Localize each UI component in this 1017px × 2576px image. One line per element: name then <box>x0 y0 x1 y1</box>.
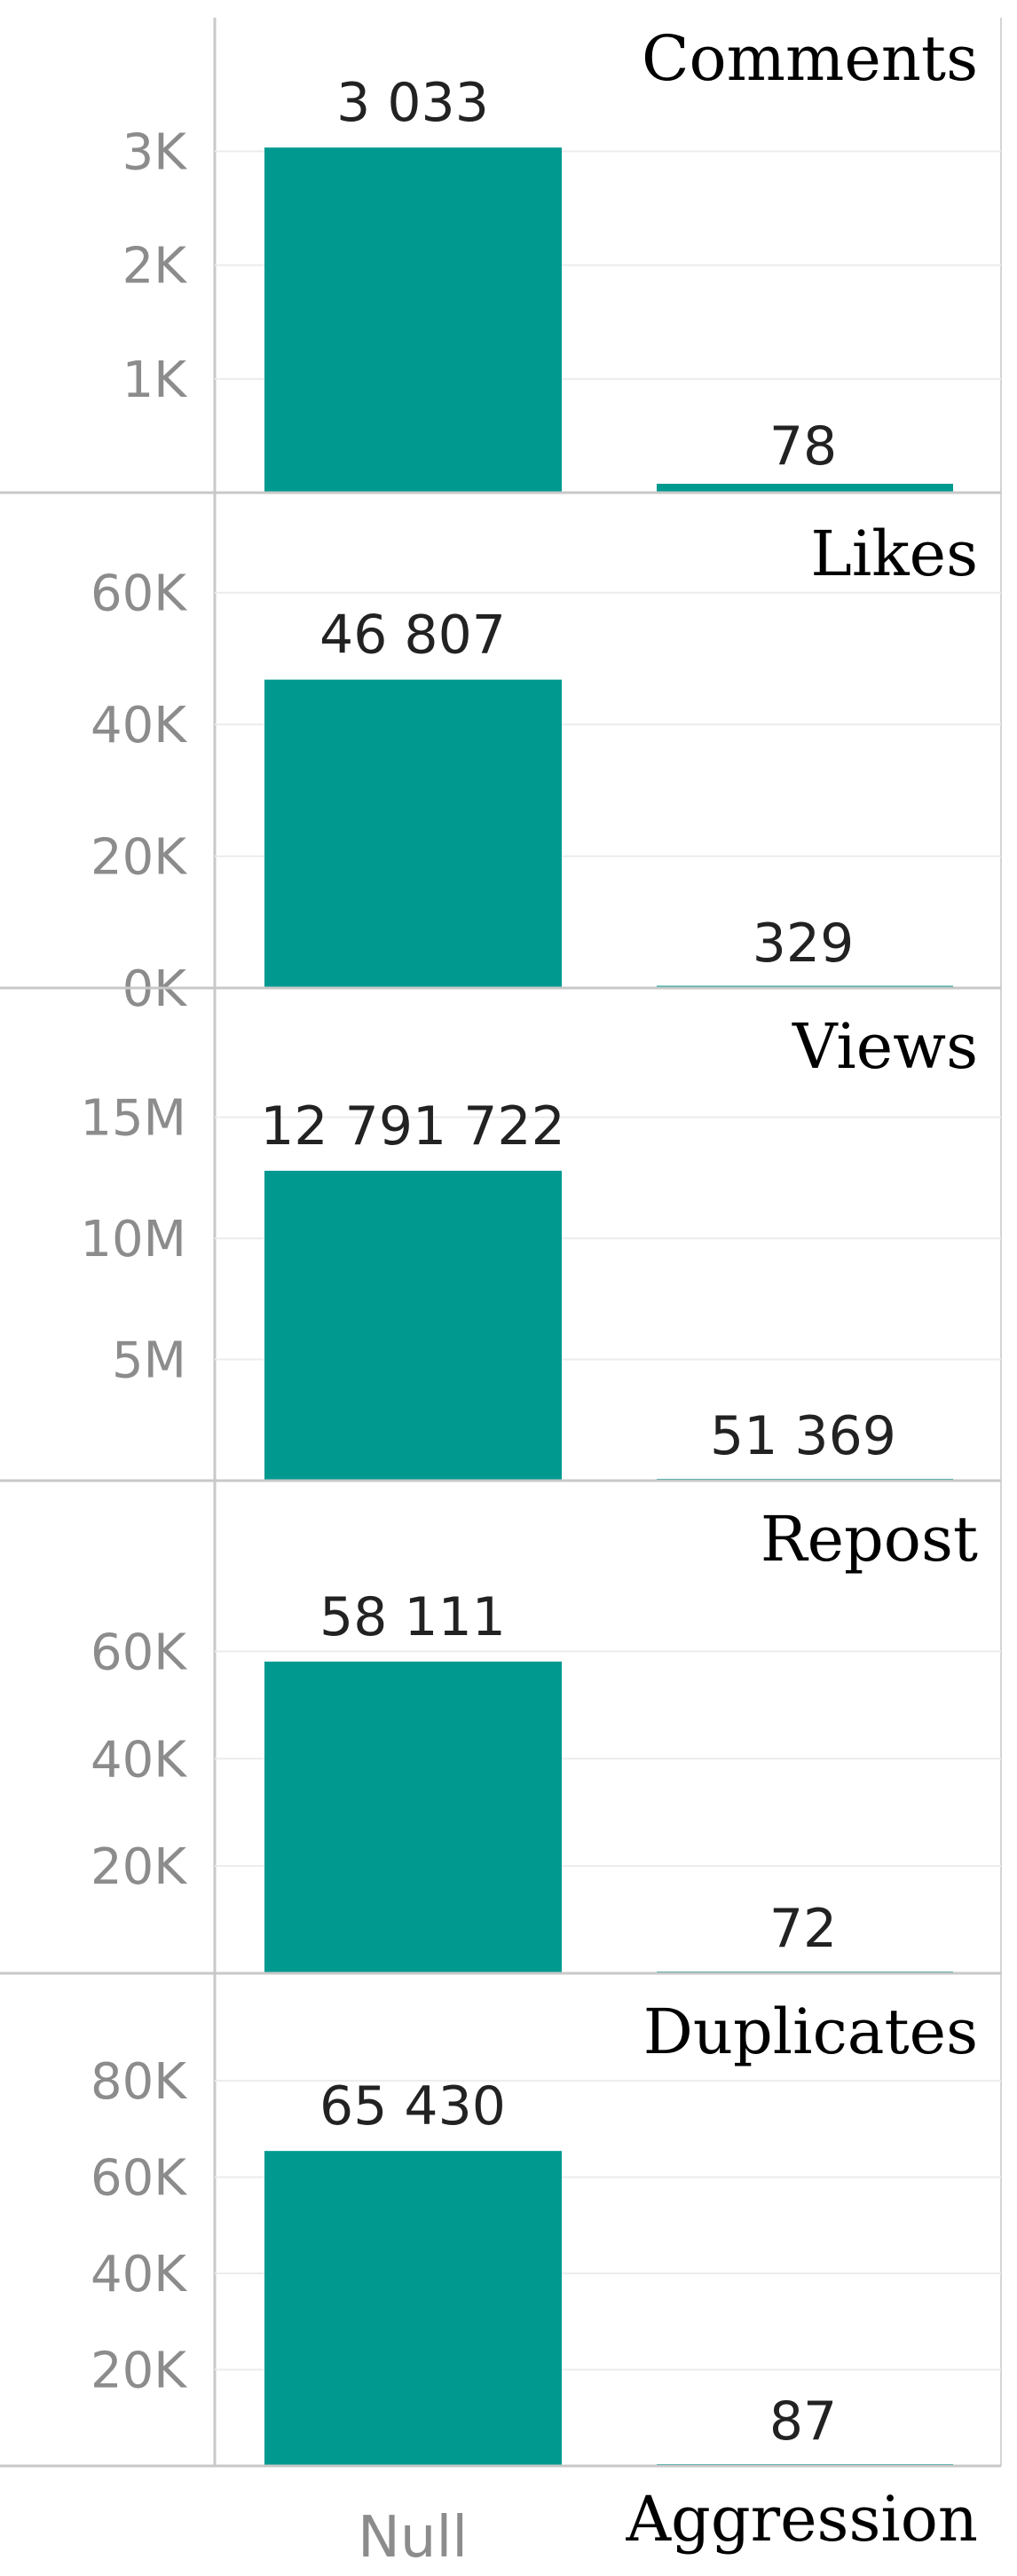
y-tick-label: 3K <box>122 123 188 181</box>
y-tick-label: 20K <box>91 2343 187 2400</box>
panel-title: Views <box>792 1010 978 1083</box>
y-tick-label: 40K <box>91 2246 187 2303</box>
y-tick-label: 20K <box>91 1838 187 1896</box>
panel-title: Duplicates <box>643 1995 978 2068</box>
bar-likes-0 <box>264 679 562 988</box>
bar-comments-1 <box>657 484 953 493</box>
data-label: 58 111 <box>319 1586 506 1648</box>
data-label: 329 <box>753 913 855 975</box>
y-tick-label: 15M <box>80 1090 186 1148</box>
y-tick-label: 5M <box>112 1332 186 1390</box>
bar-comments-0 <box>264 147 562 493</box>
bar-views-0 <box>264 1170 562 1481</box>
y-tick-label: 20K <box>91 829 187 887</box>
panel-title: Repost <box>761 1503 978 1576</box>
y-tick-label: 1K <box>122 352 188 409</box>
x-axis-title: Aggression <box>625 2483 978 2556</box>
y-tick-label: 60K <box>91 2150 187 2208</box>
data-label: 87 <box>769 2390 837 2453</box>
y-tick-label: 40K <box>91 1731 187 1789</box>
panel-title: Comments <box>642 22 978 95</box>
y-tick-label: 2K <box>122 238 188 296</box>
y-tick-label: 40K <box>91 697 187 755</box>
panel-repost: 20K 40K 60K 58 111 72 Repost <box>0 1503 1001 1975</box>
y-tick-label: 60K <box>91 1624 187 1681</box>
data-label: 51 369 <box>710 1405 896 1467</box>
panel-title: Likes <box>810 518 978 590</box>
panel-comments: 1K 2K 3K 3 033 78 Comments <box>0 22 1001 494</box>
bar-duplicates-0 <box>264 2151 562 2466</box>
panel-duplicates: 20K 40K 60K 80K 65 430 87 Duplicates <box>0 1995 1001 2468</box>
data-label: 12 791 722 <box>260 1095 565 1158</box>
y-tick-label: 60K <box>91 565 187 623</box>
x-category-label: Null <box>358 2505 468 2571</box>
y-tick-label: 10M <box>80 1211 186 1268</box>
bar-repost-0 <box>264 1661 562 1973</box>
data-label: 78 <box>769 415 837 478</box>
data-label: 72 <box>769 1898 837 1960</box>
data-label: 46 807 <box>319 604 506 667</box>
data-label: 65 430 <box>319 2075 506 2137</box>
panel-views: 5M 10M 15M 12 791 722 51 369 Views <box>0 1010 1001 1482</box>
y-tick-label: 80K <box>91 2053 187 2111</box>
data-label: 3 033 <box>336 72 489 134</box>
